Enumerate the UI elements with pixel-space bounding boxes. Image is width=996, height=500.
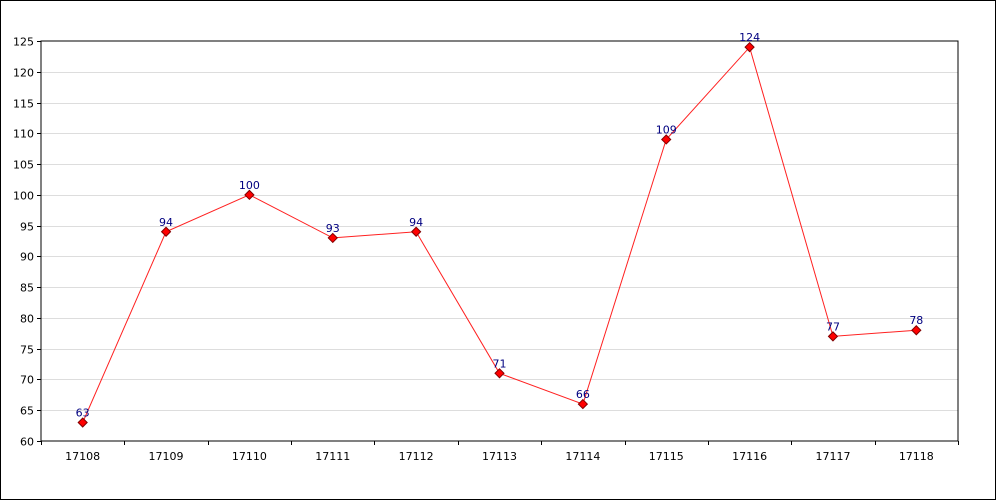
x-tick-label: 17111 [315,450,350,463]
data-label: 94 [409,216,423,229]
data-point-marker [244,189,255,201]
data-label: 71 [493,357,507,370]
data-label: 100 [239,179,260,192]
x-tick-label: 17115 [649,450,684,463]
marker-layer [77,41,922,428]
data-label: 78 [909,314,923,327]
y-tick-label: 65 [20,405,34,418]
data-point-marker [577,398,589,410]
y-tick-label: 105 [13,159,34,172]
data-point-marker [827,331,839,342]
data-point-marker [911,325,922,336]
y-tick-label: 60 [20,436,34,449]
data-point-marker [160,226,172,237]
data-point-marker [494,368,505,379]
x-tick-label: 17112 [399,450,434,463]
x-tick-label: 17109 [149,450,184,463]
y-tick-label: 85 [20,282,34,295]
y-tick-label: 70 [20,374,34,387]
data-label: 63 [76,407,90,420]
y-tick-label: 80 [20,313,34,326]
x-tick-label: 17116 [732,450,767,463]
data-label: 124 [739,31,760,44]
x-tick-label: 17118 [899,450,934,463]
x-tick-label: 17108 [65,450,100,463]
y-tick-label: 115 [13,98,34,111]
x-tick-label: 17117 [815,450,850,463]
data-point-marker [77,417,88,428]
data-label: 66 [576,388,590,401]
data-point-marker [661,134,672,145]
y-tick-label: 90 [20,251,34,264]
y-tick-label: 95 [20,221,34,234]
y-tick-label: 110 [13,128,34,141]
y-tick-label: 75 [20,344,34,357]
plot-area [40,40,959,442]
data-label: 109 [656,123,677,136]
y-tick-label: 100 [13,190,34,203]
y-tick-label: 120 [13,67,34,80]
y-tick-label: 125 [13,36,34,49]
x-tick-label: 17110 [232,450,267,463]
data-label: 94 [159,216,173,229]
y-axis: 60 65 70 75 80 85 90 95 100 105 110 115 120 125 [13,36,41,449]
data-label: 77 [826,320,840,333]
data-point-marker [327,232,338,244]
x-axis: 17108 17109 17110 17111 17112 17113 17114 17115… [41,441,959,463]
data-label-layer: 63 94 100 93 94 71 66 109 124 77 78 [76,31,924,419]
data-point-marker [744,41,755,53]
data-point-marker [410,226,422,237]
data-label: 93 [326,222,340,235]
x-tick-label: 17113 [482,450,517,463]
x-tick-label: 17114 [565,450,600,463]
grid-layer [41,72,958,411]
